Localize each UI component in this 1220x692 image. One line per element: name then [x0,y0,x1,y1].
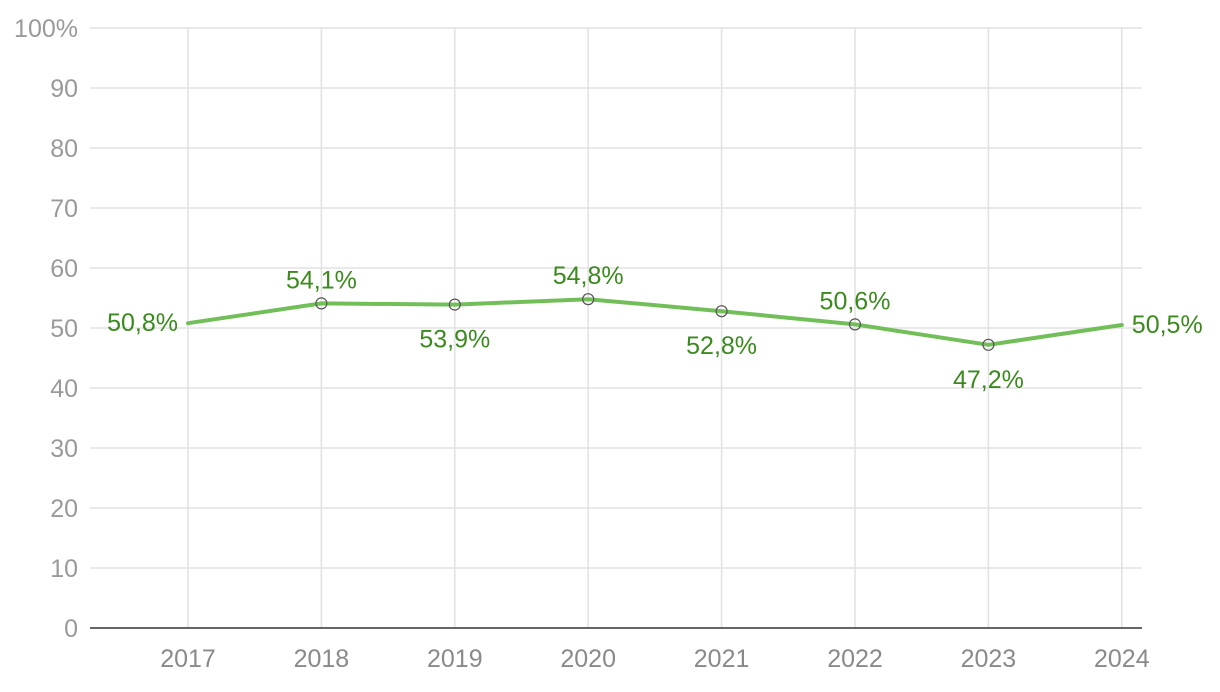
x-tick-label-2017: 2017 [160,645,216,673]
series-line-0 [186,297,1124,347]
y-tick-label-40: 40 [50,375,78,403]
x-tick-label-2022: 2022 [827,645,883,673]
data-label-2023: 47,2% [953,366,1024,394]
data-label-2022: 50,6% [820,287,891,315]
data-label-2019: 53,9% [419,326,490,354]
data-label-2020: 54,8% [553,262,624,290]
data-point-2020 [582,293,595,306]
data-point-2019 [448,298,461,311]
y-tick-label-50: 50 [50,315,78,343]
data-point-2022 [848,318,862,331]
x-tick-label-2023: 2023 [961,645,1017,673]
series-share [186,293,1124,351]
y-tick-label-70: 70 [50,195,78,223]
grid [90,27,1142,628]
x-tick-label-2018: 2018 [294,645,350,673]
x-tick-label-2021: 2021 [694,645,750,673]
x-tick-label-2019: 2019 [427,645,483,673]
y-tick-label-60: 60 [50,255,78,283]
data-labels: 50,8% 54,1% 53,9% 54,8% 52,8% 50,6% 47,2% 50,5% [107,262,1203,394]
data-label-2018: 54,1% [286,266,357,294]
data-label-2024: 50,5% [1132,311,1203,339]
x-tick-label-2020: 2020 [560,645,616,673]
data-point-2023 [982,338,995,351]
x-tick-label-2024: 2024 [1094,645,1150,673]
y-tick-label-20: 20 [50,495,78,523]
data-point-2018 [315,297,328,310]
y-tick-label-0: 0 [64,615,78,643]
y-tick-label-10: 10 [50,555,78,583]
y-tick-label-30: 30 [50,435,78,463]
y-tick-label-100: 100% [14,15,78,43]
y-tick-label-90: 90 [50,75,78,103]
data-point-2021 [715,305,728,318]
y-axis-ticks: 0 10 20 30 40 50 60 70 80 90 100% [14,15,78,643]
y-tick-label-80: 80 [50,135,78,163]
data-label-2017: 50,8% [107,309,178,337]
data-label-2021: 52,8% [686,332,757,360]
x-axis-ticks: 2017 2018 2019 2020 2021 2022 2023 2024 [160,645,1150,673]
